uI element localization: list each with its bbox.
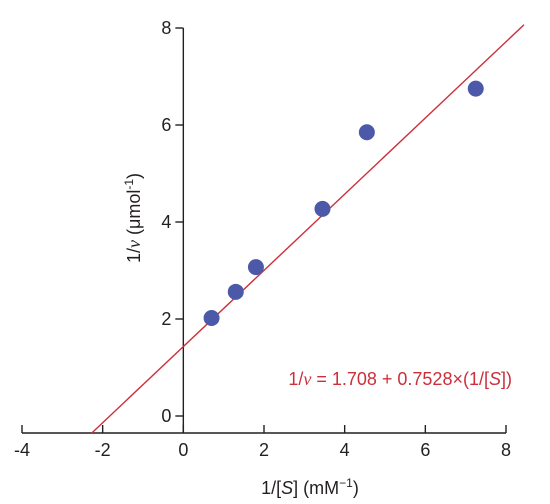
y-tick-label: 4	[161, 212, 171, 232]
data-point	[247, 259, 264, 276]
x-tick-label: -4	[14, 440, 30, 460]
data-point	[227, 283, 244, 300]
x-tick-label: 4	[340, 440, 350, 460]
x-tick-label: 0	[178, 440, 188, 460]
y-tick-label: 8	[161, 18, 171, 38]
data-points	[203, 80, 484, 327]
data-point	[467, 80, 484, 97]
tick-labels: -4 -2 0 2 4 6 8 0 2 4 6 8	[14, 18, 511, 460]
x-tick-label: 2	[259, 440, 269, 460]
data-point	[314, 200, 331, 217]
data-point	[203, 310, 220, 327]
regression-equation: 1/ν = 1.708 + 0.7528×(1/[S])	[288, 369, 512, 389]
x-tick-label: 6	[420, 440, 430, 460]
y-tick-label: 0	[161, 406, 171, 426]
y-axis-title: 1/ν (μmol-1)	[122, 173, 144, 263]
x-tick-label: -2	[95, 440, 111, 460]
y-tick-label: 2	[161, 309, 171, 329]
x-tick-label: 8	[501, 440, 511, 460]
regression-line	[91, 24, 525, 434]
data-point	[358, 124, 375, 141]
x-axis-title: 1/[S] (mM−1)	[261, 476, 359, 498]
tick-marks	[21, 27, 507, 433]
y-tick-label: 6	[161, 115, 171, 135]
